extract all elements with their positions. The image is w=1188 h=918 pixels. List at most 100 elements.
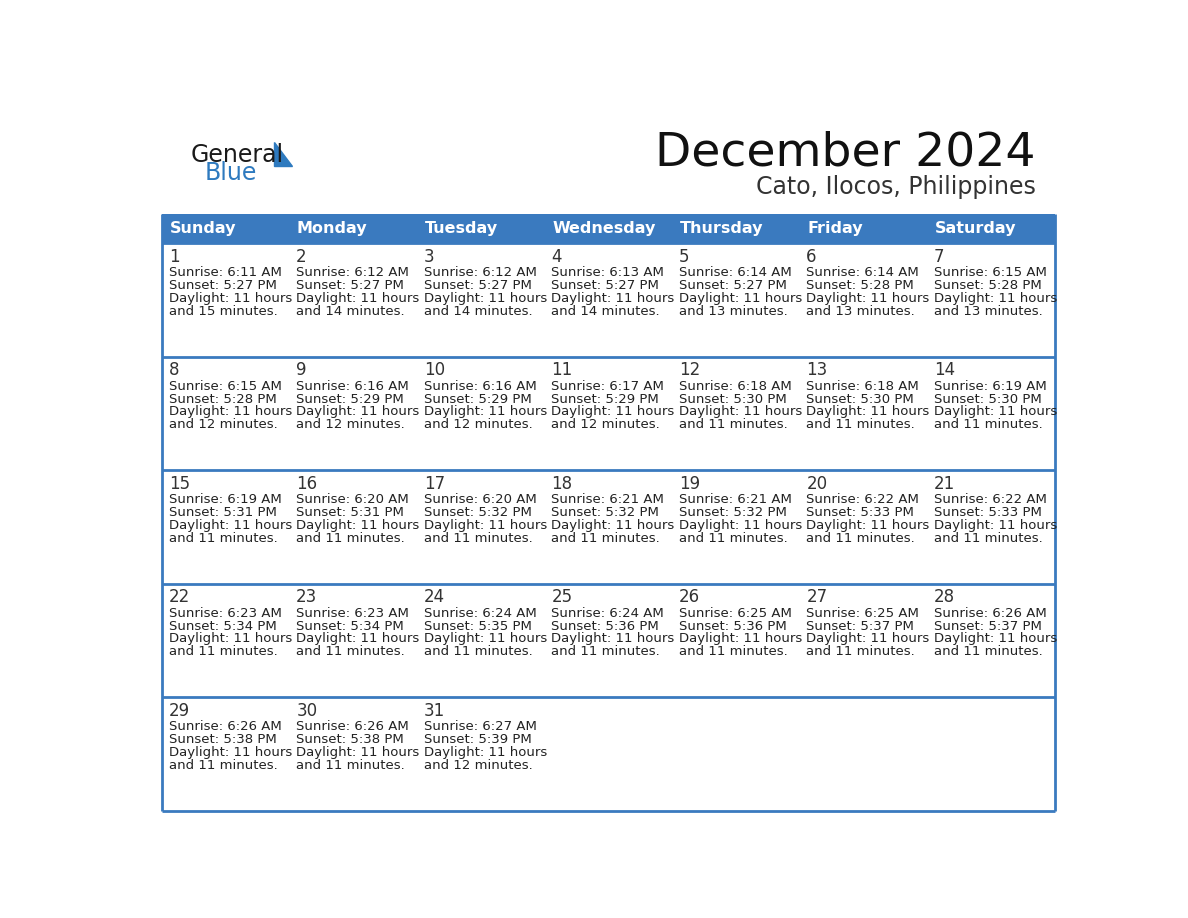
Text: 13: 13 <box>807 362 828 379</box>
Text: Sunset: 5:32 PM: Sunset: 5:32 PM <box>424 506 531 520</box>
Text: Sunset: 5:28 PM: Sunset: 5:28 PM <box>934 279 1042 292</box>
Text: Sunrise: 6:18 AM: Sunrise: 6:18 AM <box>807 380 920 393</box>
Bar <box>417 214 545 243</box>
Text: and 11 minutes.: and 11 minutes. <box>807 418 915 431</box>
Bar <box>928 357 1055 470</box>
Text: and 11 minutes.: and 11 minutes. <box>934 645 1043 658</box>
Bar <box>417 243 545 357</box>
Text: 2: 2 <box>296 248 307 266</box>
Bar <box>801 698 928 811</box>
Bar <box>672 470 801 584</box>
Text: Sunrise: 6:24 AM: Sunrise: 6:24 AM <box>424 607 537 620</box>
Text: Thursday: Thursday <box>680 221 763 236</box>
Text: Sunset: 5:34 PM: Sunset: 5:34 PM <box>296 620 404 633</box>
Text: Sunset: 5:38 PM: Sunset: 5:38 PM <box>296 733 404 746</box>
Bar <box>290 470 417 584</box>
Bar <box>545 698 672 811</box>
Text: and 11 minutes.: and 11 minutes. <box>169 532 278 544</box>
Bar <box>545 214 672 243</box>
Text: Sunset: 5:39 PM: Sunset: 5:39 PM <box>424 733 531 746</box>
Text: and 11 minutes.: and 11 minutes. <box>678 418 788 431</box>
Text: Sunset: 5:27 PM: Sunset: 5:27 PM <box>169 279 277 292</box>
Bar <box>801 470 928 584</box>
Text: Sunset: 5:28 PM: Sunset: 5:28 PM <box>169 393 277 406</box>
Text: Daylight: 11 hours: Daylight: 11 hours <box>296 406 419 419</box>
Text: and 11 minutes.: and 11 minutes. <box>296 758 405 771</box>
Text: Sunset: 5:31 PM: Sunset: 5:31 PM <box>169 506 277 520</box>
Text: Sunset: 5:37 PM: Sunset: 5:37 PM <box>807 620 915 633</box>
Text: Sunrise: 6:17 AM: Sunrise: 6:17 AM <box>551 380 664 393</box>
Text: 16: 16 <box>296 475 317 493</box>
Text: Sunset: 5:27 PM: Sunset: 5:27 PM <box>424 279 531 292</box>
Bar <box>928 243 1055 357</box>
Bar <box>163 214 290 243</box>
Text: Sunrise: 6:20 AM: Sunrise: 6:20 AM <box>296 494 409 507</box>
Text: Sunrise: 6:22 AM: Sunrise: 6:22 AM <box>934 494 1047 507</box>
Bar <box>928 214 1055 243</box>
Text: Daylight: 11 hours: Daylight: 11 hours <box>678 633 802 645</box>
Text: and 11 minutes.: and 11 minutes. <box>551 532 661 544</box>
Text: Daylight: 11 hours: Daylight: 11 hours <box>424 406 546 419</box>
Text: 22: 22 <box>169 588 190 607</box>
Text: Sunrise: 6:20 AM: Sunrise: 6:20 AM <box>424 494 537 507</box>
Text: December 2024: December 2024 <box>656 130 1036 175</box>
Bar <box>801 243 928 357</box>
Text: Sunrise: 6:26 AM: Sunrise: 6:26 AM <box>934 607 1047 620</box>
Text: Daylight: 11 hours: Daylight: 11 hours <box>424 745 546 759</box>
Text: Sunrise: 6:25 AM: Sunrise: 6:25 AM <box>678 607 791 620</box>
Text: Sunset: 5:32 PM: Sunset: 5:32 PM <box>551 506 659 520</box>
Bar <box>417 584 545 698</box>
Text: Sunrise: 6:14 AM: Sunrise: 6:14 AM <box>807 266 920 279</box>
Text: Sunrise: 6:16 AM: Sunrise: 6:16 AM <box>424 380 537 393</box>
Text: Daylight: 11 hours: Daylight: 11 hours <box>678 406 802 419</box>
Text: and 14 minutes.: and 14 minutes. <box>551 305 659 318</box>
Text: Daylight: 11 hours: Daylight: 11 hours <box>169 519 292 532</box>
Text: 17: 17 <box>424 475 444 493</box>
Text: Sunrise: 6:18 AM: Sunrise: 6:18 AM <box>678 380 791 393</box>
Text: Sunset: 5:33 PM: Sunset: 5:33 PM <box>807 506 915 520</box>
Text: Daylight: 11 hours: Daylight: 11 hours <box>169 633 292 645</box>
Text: Daylight: 11 hours: Daylight: 11 hours <box>551 633 675 645</box>
Text: Blue: Blue <box>204 162 257 185</box>
Bar <box>417 470 545 584</box>
Text: and 12 minutes.: and 12 minutes. <box>424 758 532 771</box>
Text: Sunrise: 6:12 AM: Sunrise: 6:12 AM <box>296 266 409 279</box>
Text: and 15 minutes.: and 15 minutes. <box>169 305 278 318</box>
Text: Sunset: 5:27 PM: Sunset: 5:27 PM <box>551 279 659 292</box>
Text: Tuesday: Tuesday <box>424 221 498 236</box>
Text: Sunset: 5:28 PM: Sunset: 5:28 PM <box>807 279 914 292</box>
Bar <box>290 214 417 243</box>
Text: Sunrise: 6:11 AM: Sunrise: 6:11 AM <box>169 266 282 279</box>
Bar <box>163 584 290 698</box>
Text: Daylight: 11 hours: Daylight: 11 hours <box>807 633 930 645</box>
Text: Daylight: 11 hours: Daylight: 11 hours <box>551 519 675 532</box>
Text: and 11 minutes.: and 11 minutes. <box>934 418 1043 431</box>
Text: 28: 28 <box>934 588 955 607</box>
Bar <box>163 698 290 811</box>
Bar <box>163 357 290 470</box>
Text: Daylight: 11 hours: Daylight: 11 hours <box>678 519 802 532</box>
Text: and 11 minutes.: and 11 minutes. <box>807 645 915 658</box>
Bar <box>290 698 417 811</box>
Text: and 11 minutes.: and 11 minutes. <box>296 645 405 658</box>
Text: 31: 31 <box>424 702 446 720</box>
Bar <box>801 214 928 243</box>
Text: 6: 6 <box>807 248 817 266</box>
Text: 14: 14 <box>934 362 955 379</box>
Text: 4: 4 <box>551 248 562 266</box>
Text: and 14 minutes.: and 14 minutes. <box>424 305 532 318</box>
Text: 27: 27 <box>807 588 828 607</box>
Text: 23: 23 <box>296 588 317 607</box>
Text: 25: 25 <box>551 588 573 607</box>
Text: Sunset: 5:30 PM: Sunset: 5:30 PM <box>678 393 786 406</box>
Text: and 11 minutes.: and 11 minutes. <box>169 758 278 771</box>
Bar <box>545 584 672 698</box>
Text: 3: 3 <box>424 248 435 266</box>
Text: Daylight: 11 hours: Daylight: 11 hours <box>424 633 546 645</box>
Text: Wednesday: Wednesday <box>552 221 656 236</box>
Bar <box>672 214 801 243</box>
Text: 8: 8 <box>169 362 179 379</box>
Text: Sunrise: 6:27 AM: Sunrise: 6:27 AM <box>424 721 537 733</box>
Text: General: General <box>191 143 284 167</box>
Bar <box>545 357 672 470</box>
